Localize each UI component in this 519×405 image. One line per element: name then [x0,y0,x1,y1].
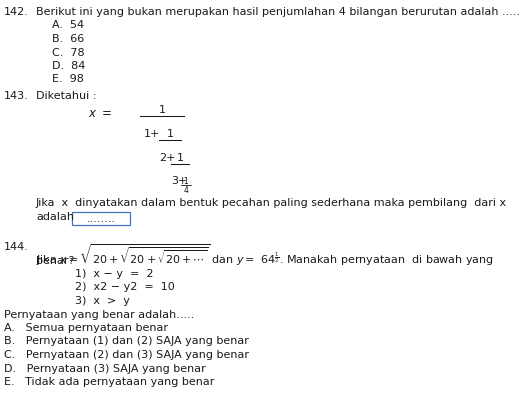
Text: adalah: adalah [36,212,74,222]
Text: $x\ =$: $x\ =$ [88,107,112,120]
Text: C.   Pernyataan (2) dan (3) SAJA yang benar: C. Pernyataan (2) dan (3) SAJA yang bena… [4,350,249,360]
Text: A.   Semua pernyataan benar: A. Semua pernyataan benar [4,323,168,333]
Text: 142.: 142. [4,7,29,17]
Text: C.  78: C. 78 [52,47,85,58]
Text: 2)  x2 − y2  =  10: 2) x2 − y2 = 10 [75,283,175,292]
Text: Berikut ini yang bukan merupakan hasil penjumlahan 4 bilangan berurutan adalah .: Berikut ini yang bukan merupakan hasil p… [36,7,519,17]
Text: A.  54: A. 54 [52,21,84,30]
Text: 1: 1 [176,153,184,163]
Text: 1)  x − y  =  2: 1) x − y = 2 [75,269,154,279]
Text: benar?: benar? [36,256,74,266]
Text: 1: 1 [158,105,166,115]
Text: Diketahui :: Diketahui : [36,91,97,101]
Text: 4: 4 [184,186,188,195]
Text: 3)  x  >  y: 3) x > y [75,296,130,306]
Text: Jika $x = \sqrt{20 + \sqrt{20 + \sqrt{20 + \cdots}}}$ dan $y =\ 64^{\frac{1}{2}}: Jika $x = \sqrt{20 + \sqrt{20 + \sqrt{20… [36,242,494,268]
Text: B.  66: B. 66 [52,34,84,44]
FancyBboxPatch shape [72,212,130,225]
Text: Pernyataan yang benar adalah.....: Pernyataan yang benar adalah..... [4,309,195,320]
Text: D.  84: D. 84 [52,61,85,71]
Text: B.   Pernyataan (1) dan (2) SAJA yang benar: B. Pernyataan (1) dan (2) SAJA yang bena… [4,337,249,347]
Text: 1: 1 [167,129,173,139]
Text: E.  98: E. 98 [52,75,84,85]
Text: 1+: 1+ [144,129,160,139]
Text: 2+: 2+ [159,153,175,163]
Text: D.   Pernyataan (3) SAJA yang benar: D. Pernyataan (3) SAJA yang benar [4,364,206,373]
Text: Jika  x  dinyatakan dalam bentuk pecahan paling sederhana maka pembilang  dari x: Jika x dinyatakan dalam bentuk pecahan p… [36,198,507,209]
Text: 144.: 144. [4,242,29,252]
Text: ........: ........ [87,213,116,224]
Text: 3+: 3+ [171,177,187,186]
Text: 1: 1 [184,177,188,185]
Text: 143.: 143. [4,91,29,101]
Text: E.   Tidak ada pernyataan yang benar: E. Tidak ada pernyataan yang benar [4,377,214,387]
